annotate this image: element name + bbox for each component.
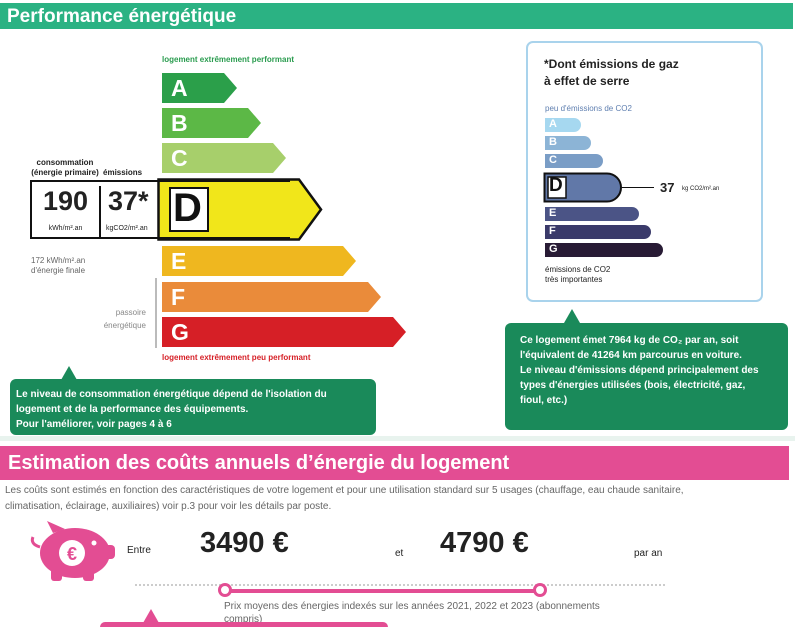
ghg-class-a: A <box>545 118 581 132</box>
cost-max-value: 4790 € <box>440 527 529 559</box>
bottom-callout-pointer <box>143 609 159 623</box>
performance-section-title: Performance énergétique <box>0 3 793 29</box>
ghg-value: 37 <box>660 180 675 195</box>
between-label: Entre <box>127 545 151 556</box>
ghg-class-f: F <box>545 225 651 239</box>
emissions-header: émissions <box>103 168 143 177</box>
and-label: et <box>395 548 404 559</box>
top-performance-label: logement extrêmement performant <box>162 55 295 64</box>
ghg-unit: kg CO2/m².an <box>682 186 720 192</box>
passoire-marker-line <box>155 278 157 348</box>
cost-range-max-marker <box>533 583 547 597</box>
costs-description: Les coûts sont estimés en fonction des c… <box>5 485 684 512</box>
cost-range-track <box>135 584 665 586</box>
section-separator <box>0 436 795 441</box>
ghg-class-d-letter: D <box>549 175 563 196</box>
emissions-value: 37* <box>108 186 149 216</box>
ghg-bottom-label: émissions de CO2 très importantes <box>545 265 611 284</box>
bottom-callout <box>100 622 388 627</box>
ghg-class-g: G <box>545 243 663 257</box>
ghg-value-pointer <box>622 187 654 188</box>
costs-section-title: Estimation des coûts annuels d’énergie d… <box>0 446 789 480</box>
consumption-value: 190 <box>42 186 89 216</box>
ghg-class-c: C <box>545 154 603 168</box>
ghg-class-b: B <box>545 136 591 150</box>
energy-class-e: E <box>162 246 356 276</box>
energy-class-g: G <box>162 317 406 347</box>
passoire-label: passoire énergétique <box>103 308 146 330</box>
per-year-label: par an <box>634 548 663 559</box>
energy-class-f: F <box>162 282 381 312</box>
energy-class-c: C <box>162 143 286 173</box>
right-callout-pointer <box>564 309 580 323</box>
ghg-class-e: E <box>545 207 639 221</box>
cost-range-min-marker <box>218 583 232 597</box>
right-callout: Ce logement émet 7964 kg de CO₂ par an, … <box>505 323 788 430</box>
energy-class-b: B <box>162 108 261 138</box>
energy-class-d-letter: D <box>173 186 202 230</box>
cost-footnote: Prix moyens des énergies indexés sur les… <box>224 601 600 625</box>
consumption-unit: kWh/m².an <box>48 225 83 232</box>
left-callout: Le niveau de consommation énergétique dé… <box>10 379 376 435</box>
ghg-panel: *Dont émissions de gaz à effet de serre … <box>526 41 763 302</box>
consumption-header: consommation (énergie primaire) <box>31 158 99 177</box>
piggy-bank-euro-icon: € <box>25 519 117 583</box>
ghg-title: *Dont émissions de gaz à effet de serre <box>544 57 679 88</box>
final-energy-note: 172 kWh/m².an d'énergie finale <box>31 256 86 275</box>
consumption-box: 190 kWh/m².an 37* kgCO2/m².an <box>30 180 290 239</box>
ghg-class-d-current: D <box>543 172 623 203</box>
svg-text:€: € <box>67 544 77 564</box>
energy-class-a: A <box>162 73 237 103</box>
ghg-top-label: peu d'émissions de CO2 <box>545 104 632 113</box>
cost-min-value: 3490 € <box>200 527 289 559</box>
cost-range-fill <box>225 589 540 593</box>
bottom-performance-label: logement extrêmement peu performant <box>162 353 311 362</box>
left-callout-pointer <box>61 366 77 380</box>
energy-class-d-current: D <box>157 178 323 241</box>
emissions-unit: kgCO2/m².an <box>106 225 148 232</box>
